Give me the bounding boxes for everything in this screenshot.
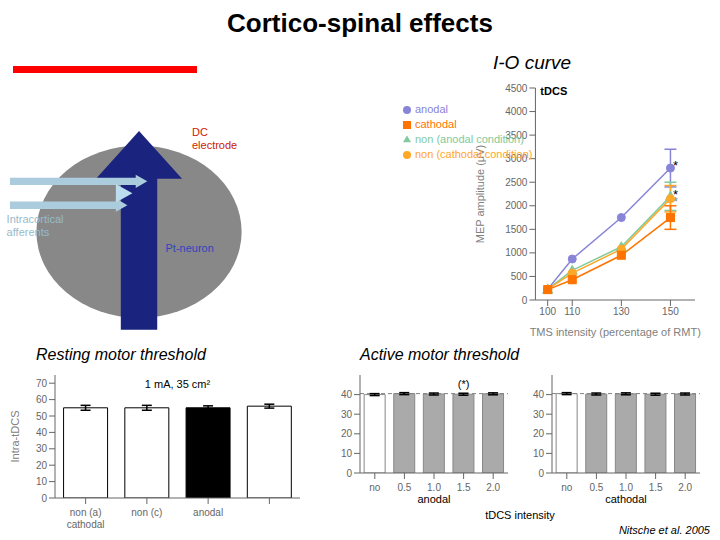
svg-text:20: 20 [36, 460, 48, 471]
svg-text:MEP amplitude (μV): MEP amplitude (μV) [474, 145, 486, 243]
svg-text:110: 110 [564, 306, 580, 317]
svg-text:130: 130 [613, 306, 630, 317]
svg-text:(*): (*) [458, 378, 470, 390]
svg-text:500: 500 [511, 271, 528, 282]
svg-text:0: 0 [522, 295, 528, 306]
svg-text:2000: 2000 [505, 200, 528, 211]
svg-text:0.5: 0.5 [397, 482, 411, 493]
svg-text:0: 0 [41, 493, 47, 504]
svg-text:1500: 1500 [505, 224, 528, 235]
svg-text:2.0: 2.0 [678, 482, 692, 493]
svg-text:0.5: 0.5 [589, 482, 603, 493]
svg-text:2.0: 2.0 [486, 482, 500, 493]
svg-text:anodal: anodal [193, 507, 223, 518]
svg-text:no: no [561, 482, 573, 493]
svg-text:Intra-tDCS: Intra-tDCS [10, 411, 21, 463]
svg-text:1000: 1000 [505, 247, 528, 258]
svg-text:40: 40 [533, 389, 545, 400]
svg-text:60: 60 [36, 394, 48, 405]
svg-text:1.0: 1.0 [619, 482, 633, 493]
svg-text:4500: 4500 [505, 83, 528, 94]
svg-text:non (c): non (c) [131, 507, 162, 518]
svg-text:10: 10 [36, 476, 48, 487]
svg-text:3000: 3000 [505, 153, 528, 164]
svg-text:1.5: 1.5 [649, 482, 663, 493]
svg-text:150: 150 [662, 306, 679, 317]
svg-text:20: 20 [341, 428, 353, 439]
svg-text:1.5: 1.5 [457, 482, 471, 493]
svg-text:70: 70 [36, 378, 48, 389]
svg-text:no: no [369, 482, 381, 493]
svg-text:tDCS: tDCS [540, 85, 567, 97]
svg-text:10: 10 [341, 448, 353, 459]
svg-text:1.0: 1.0 [427, 482, 441, 493]
svg-text:40: 40 [36, 427, 48, 438]
svg-text:non (a)cathodal: non (a)cathodal [67, 507, 105, 530]
svg-text:30: 30 [533, 409, 545, 420]
svg-text:3500: 3500 [505, 130, 528, 141]
svg-text:20: 20 [533, 428, 545, 439]
svg-text:2500: 2500 [505, 177, 528, 188]
svg-text:100: 100 [539, 306, 556, 317]
svg-text:TMS intensity (percentage of R: TMS intensity (percentage of RMT) [530, 326, 701, 338]
svg-text:30: 30 [341, 409, 353, 420]
svg-text:0: 0 [538, 468, 544, 479]
svg-text:10: 10 [533, 448, 545, 459]
svg-text:30: 30 [36, 443, 48, 454]
svg-text:50: 50 [36, 411, 48, 422]
svg-text:0: 0 [346, 468, 352, 479]
svg-text:4000: 4000 [505, 106, 528, 117]
svg-text:40: 40 [341, 389, 353, 400]
